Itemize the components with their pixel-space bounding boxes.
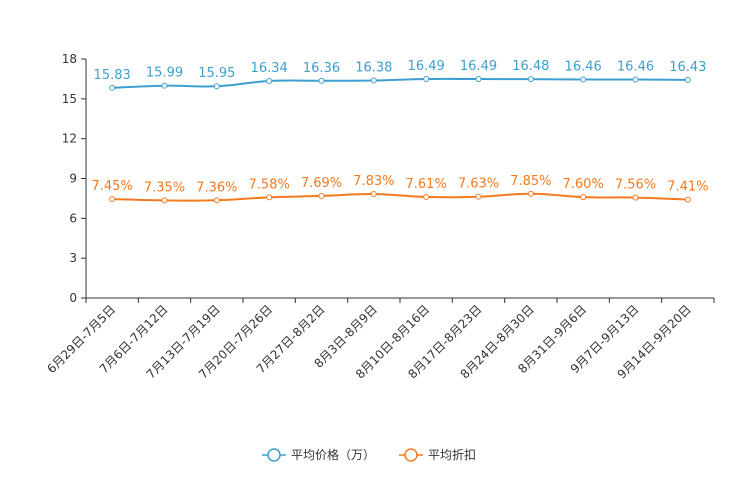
legend-marker-icon-1 bbox=[404, 448, 418, 462]
series-0-data-label: 16.46 bbox=[565, 59, 602, 74]
series-0-point[interactable] bbox=[161, 82, 168, 89]
series-0-point[interactable] bbox=[684, 76, 691, 83]
series-0-data-label: 15.83 bbox=[94, 68, 131, 83]
series-0-point[interactable] bbox=[266, 78, 273, 85]
series-1-data-label: 7.63% bbox=[458, 177, 499, 192]
series-1-point[interactable] bbox=[266, 194, 273, 201]
y-tick-label: 12 bbox=[62, 132, 77, 146]
series-1-data-label: 7.56% bbox=[615, 178, 656, 193]
series-1-data-label: 7.83% bbox=[353, 174, 394, 189]
series-0-point[interactable] bbox=[527, 76, 534, 83]
y-tick-label: 0 bbox=[69, 291, 77, 305]
series-line-1 bbox=[112, 192, 688, 202]
series-0-data-label: 16.46 bbox=[617, 59, 654, 74]
series-0-data-label: 16.34 bbox=[251, 61, 288, 76]
series-0-data-label: 16.43 bbox=[669, 60, 706, 75]
legend-label-1[interactable]: 平均折扣 bbox=[428, 447, 476, 462]
series-0-point[interactable] bbox=[370, 77, 377, 84]
series-0-data-label: 16.38 bbox=[355, 61, 392, 76]
series-1-point[interactable] bbox=[632, 194, 639, 201]
series-1-point[interactable] bbox=[423, 193, 430, 200]
series-0-data-label: 15.99 bbox=[146, 66, 183, 81]
series-1-point[interactable] bbox=[109, 196, 116, 203]
series-1-data-label: 7.35% bbox=[144, 180, 185, 195]
legend-label-0[interactable]: 平均价格（万） bbox=[291, 447, 375, 462]
series-0-point[interactable] bbox=[109, 84, 116, 91]
y-tick-label: 15 bbox=[62, 92, 77, 106]
series-0-data-label: 16.49 bbox=[408, 59, 445, 74]
series-0-point[interactable] bbox=[580, 76, 587, 83]
series-line-0 bbox=[112, 77, 688, 89]
series-1-point[interactable] bbox=[475, 193, 482, 200]
series-0-data-label: 16.36 bbox=[303, 61, 340, 76]
series-0-point[interactable] bbox=[318, 77, 325, 84]
series-0-point[interactable] bbox=[213, 83, 220, 90]
legend-marker-icon-0 bbox=[267, 448, 281, 462]
series-1-data-label: 7.41% bbox=[667, 180, 708, 195]
series-1-data-label: 7.60% bbox=[563, 177, 604, 192]
series-0-point[interactable] bbox=[423, 76, 430, 83]
series-1-data-label: 7.69% bbox=[301, 176, 342, 191]
series-1-data-label: 7.36% bbox=[196, 180, 237, 195]
series-1-point[interactable] bbox=[370, 191, 377, 198]
series-1-point[interactable] bbox=[161, 197, 168, 204]
series-0-point[interactable] bbox=[475, 76, 482, 83]
series-0-point[interactable] bbox=[632, 76, 639, 83]
series-0-data-label: 15.95 bbox=[198, 66, 235, 81]
series-1-point[interactable] bbox=[318, 192, 325, 199]
series-1-point[interactable] bbox=[213, 197, 220, 204]
series-0-data-label: 16.48 bbox=[512, 59, 549, 74]
series-1-point[interactable] bbox=[684, 196, 691, 203]
series-1-data-label: 7.45% bbox=[92, 179, 133, 194]
series-0-data-label: 16.49 bbox=[460, 59, 497, 74]
series-1-data-label: 7.85% bbox=[510, 174, 551, 189]
y-tick-label: 6 bbox=[69, 211, 77, 225]
y-tick-label: 18 bbox=[62, 52, 77, 66]
series-1-point[interactable] bbox=[527, 190, 534, 197]
series-1-data-label: 7.61% bbox=[406, 177, 447, 192]
y-tick-label: 9 bbox=[69, 172, 77, 186]
y-tick-label: 3 bbox=[69, 251, 77, 265]
series-1-point[interactable] bbox=[580, 194, 587, 201]
series-1-data-label: 7.58% bbox=[249, 177, 290, 192]
